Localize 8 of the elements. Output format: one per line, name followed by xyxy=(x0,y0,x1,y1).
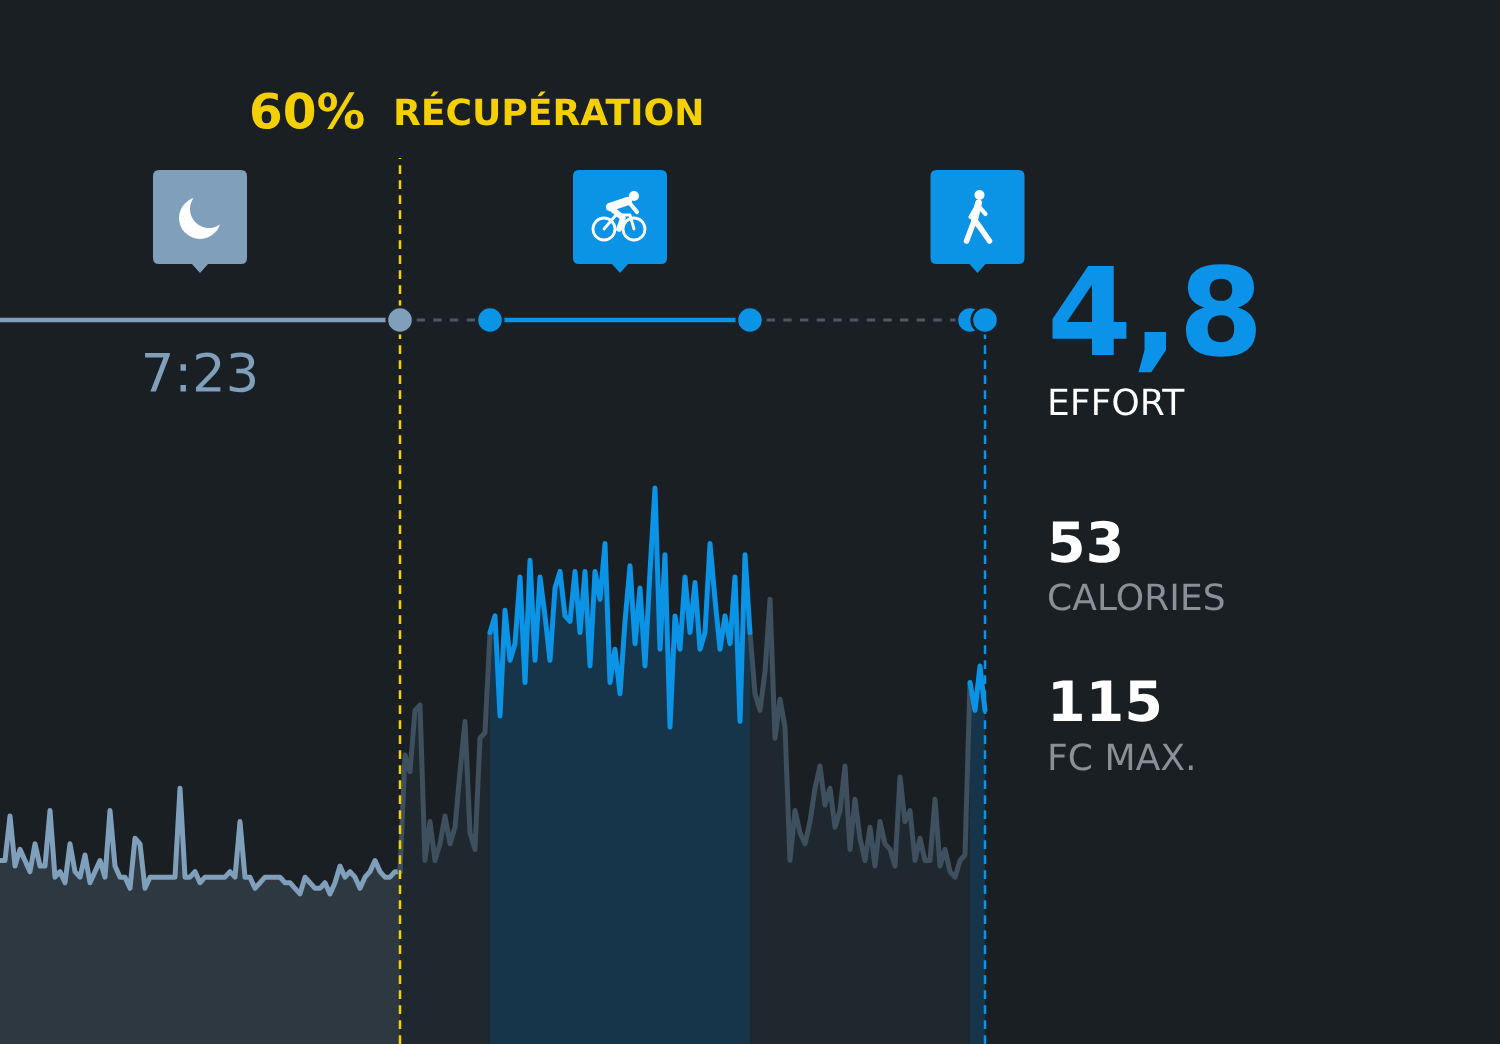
text: 53 xyxy=(1051,520,1120,563)
text: 7:23 xyxy=(145,352,256,393)
text: 115 xyxy=(1053,680,1160,722)
text: FC MAX. xyxy=(1050,743,1193,771)
text: 4,8 xyxy=(1052,264,1256,373)
text: 60% RÉCUPÉRATION xyxy=(251,91,702,130)
text: EFFORT xyxy=(1050,388,1185,416)
text: CALORIES xyxy=(1049,583,1224,611)
